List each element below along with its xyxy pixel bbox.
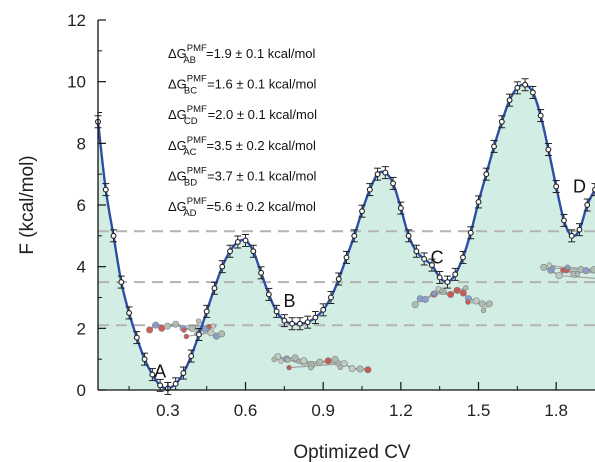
data-point <box>443 275 451 289</box>
data-point <box>203 304 211 318</box>
y-tick-label: 10 <box>67 73 86 92</box>
area-fill <box>98 84 595 390</box>
data-point <box>412 244 420 258</box>
delta-g-annotation: ΔGPMF AB =1.9 ± 0.1 kcal/mol <box>168 43 316 66</box>
data-point <box>420 252 428 266</box>
data-point <box>389 176 397 190</box>
data-point <box>490 139 498 153</box>
data-point <box>583 198 591 212</box>
data-point <box>319 303 327 317</box>
data-point <box>575 223 583 237</box>
state-label: C <box>431 248 444 268</box>
data-point <box>459 250 467 264</box>
state-label: A <box>154 362 166 382</box>
data-point <box>226 244 234 258</box>
data-point <box>242 233 250 247</box>
data-point <box>187 349 195 363</box>
y-tick-label: 2 <box>77 319 86 338</box>
dashed-reference-lines <box>98 230 595 327</box>
molecule-structure <box>540 262 595 280</box>
state-label: B <box>284 291 296 311</box>
data-point <box>125 306 133 320</box>
data-point <box>467 226 475 240</box>
data-point <box>335 272 343 286</box>
data-point <box>210 281 218 295</box>
data-point <box>110 229 118 243</box>
free-energy-fill <box>98 84 595 390</box>
data-point <box>552 180 560 193</box>
data-point <box>327 291 335 304</box>
data-point <box>451 267 459 281</box>
delta-g-annotation: ΔGPMF AC =3.5 ± 0.2 kcal/mol <box>168 135 316 158</box>
data-point <box>506 93 514 107</box>
data-point <box>288 317 296 331</box>
data-point <box>234 235 242 249</box>
data-point <box>568 229 576 243</box>
x-tick-label: 1.2 <box>389 401 413 420</box>
data-point <box>195 328 203 341</box>
data-point <box>374 167 382 181</box>
data-point <box>436 270 444 284</box>
data-point <box>381 166 389 180</box>
data-point <box>133 331 141 345</box>
data-points <box>94 78 595 395</box>
x-tick-label: 0.3 <box>156 401 180 420</box>
y-tick-label: 8 <box>77 134 86 153</box>
data-point <box>304 315 312 329</box>
state-label: D <box>573 177 586 197</box>
data-point <box>218 260 226 274</box>
x-tick-label: 1.8 <box>544 401 568 420</box>
data-point <box>148 368 156 382</box>
x-tick-label: 1.5 <box>467 401 491 420</box>
data-point <box>397 201 405 215</box>
data-point <box>350 229 358 243</box>
data-point <box>475 195 483 209</box>
y-tick-label: 6 <box>77 196 86 215</box>
x-tick-label: 0.9 <box>311 401 335 420</box>
data-point <box>428 258 436 272</box>
x-axis-label: Optimized CV <box>293 442 411 462</box>
molecule-structures <box>146 262 595 374</box>
data-point <box>529 85 537 99</box>
data-point <box>537 109 545 123</box>
data-point <box>521 78 529 92</box>
tick-labels: 0 2 4 6 8 10 12 0.3 0.6 0.9 1.2 1.5 1.8 <box>67 11 568 420</box>
data-point <box>265 287 273 301</box>
state-labels: A B C D <box>154 177 586 382</box>
data-point <box>482 167 490 181</box>
data-point <box>102 183 110 197</box>
data-point <box>358 204 366 218</box>
molecule-structure <box>271 353 372 374</box>
data-point <box>311 311 319 325</box>
data-point <box>296 317 304 331</box>
data-point <box>117 275 125 289</box>
data-point <box>179 366 187 380</box>
delta-g-annotation: ΔGPMF AD =5.6 ± 0.2 kcal/mol <box>168 196 316 219</box>
y-tick-label: 12 <box>67 11 86 30</box>
data-point <box>560 213 568 227</box>
molecule-structure <box>411 285 493 314</box>
data-point <box>405 229 413 243</box>
data-point <box>257 266 265 280</box>
y-tick-label: 4 <box>77 258 86 277</box>
data-point <box>249 244 257 258</box>
x-tick-label: 0.6 <box>234 401 258 420</box>
data-point <box>544 143 552 156</box>
delta-g-annotation: ΔGPMF BD =3.7 ± 0.1 kcal/mol <box>168 165 317 188</box>
data-point <box>498 115 506 129</box>
data-point <box>273 304 281 318</box>
y-axis-label: F (kcal/mol) <box>17 155 38 254</box>
data-point <box>366 183 374 197</box>
delta-g-annotation: ΔGPMF BC =1.6 ± 0.1 kcal/mol <box>168 74 317 97</box>
y-tick-label: 0 <box>77 381 86 400</box>
delta-g-annotations: ΔGPMF AB =1.9 ± 0.1 kcal/mol ΔGPMF BC =1.6 ± … <box>168 43 317 219</box>
data-point <box>280 314 288 328</box>
data-point <box>513 81 521 95</box>
delta-g-annotation: ΔGPMF CD =2.0 ± 0.1 kcal/mol <box>168 104 317 127</box>
data-point <box>343 250 350 264</box>
data-point <box>141 352 149 366</box>
